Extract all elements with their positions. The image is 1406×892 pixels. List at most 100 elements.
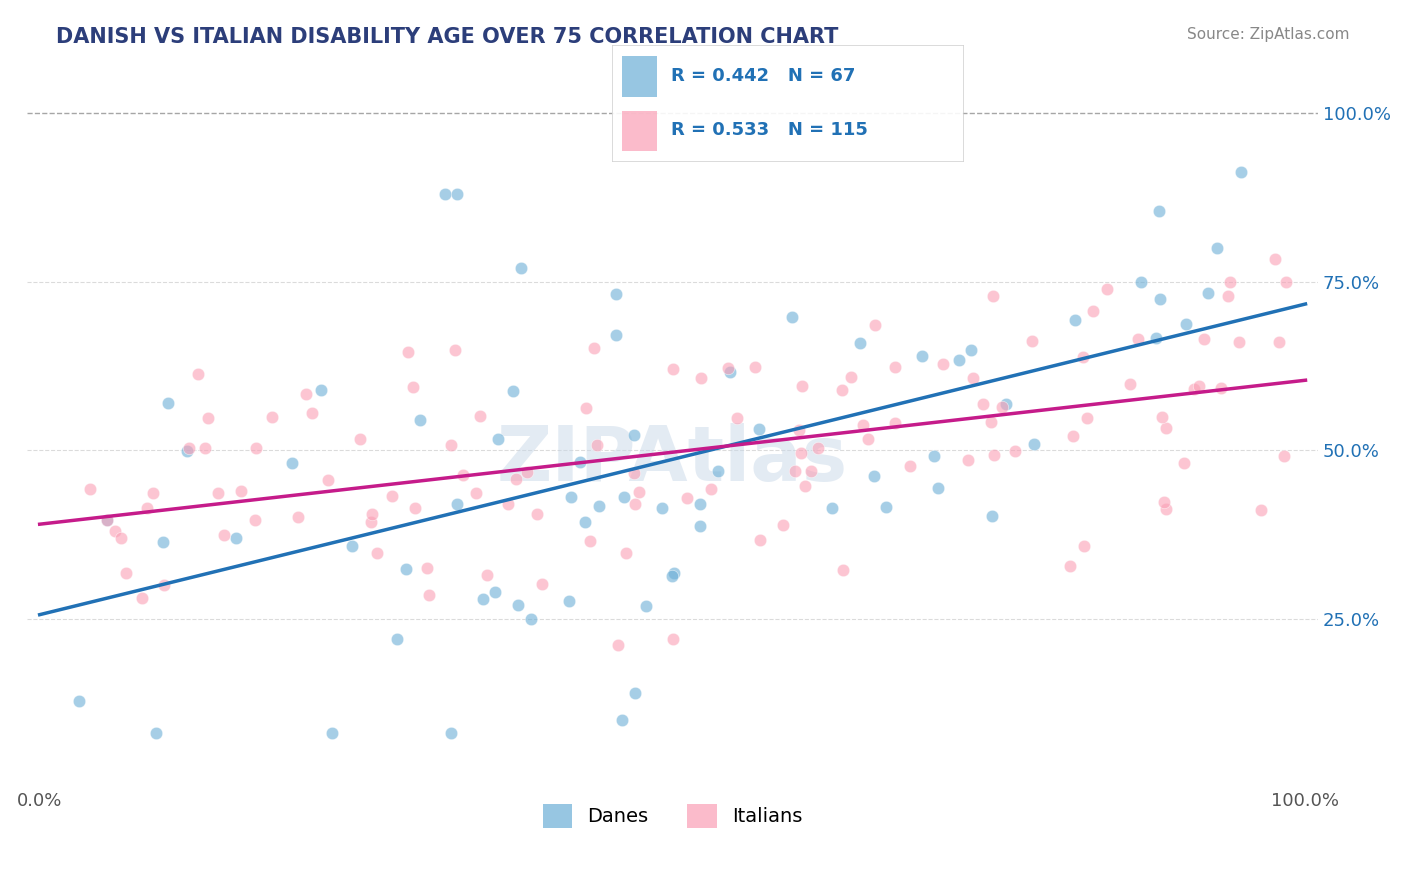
Point <box>509 260 531 275</box>
Point <box>1154 502 1177 516</box>
Point <box>661 569 683 583</box>
Point <box>1004 444 1026 458</box>
Point <box>717 360 740 375</box>
Point <box>772 518 794 533</box>
Point <box>748 422 770 436</box>
Point <box>1144 331 1167 345</box>
Point <box>991 400 1014 414</box>
Point <box>502 384 524 399</box>
Point <box>662 566 685 581</box>
Point <box>983 448 1005 462</box>
Point <box>433 187 456 202</box>
Point <box>486 432 509 446</box>
Point <box>1081 304 1104 318</box>
Point <box>689 497 711 511</box>
Point <box>471 591 494 606</box>
Point <box>1268 334 1291 349</box>
Point <box>366 546 388 560</box>
Point <box>610 713 633 727</box>
Point <box>793 479 815 493</box>
Point <box>440 726 463 740</box>
Point <box>67 693 90 707</box>
Point <box>569 455 592 469</box>
Point <box>516 466 538 480</box>
Point <box>585 438 607 452</box>
Point <box>385 632 408 646</box>
Point <box>883 416 905 430</box>
Point <box>311 383 333 397</box>
Point <box>321 726 343 740</box>
Point <box>1218 275 1240 289</box>
Point <box>994 397 1017 411</box>
Point <box>744 359 766 374</box>
Point <box>661 632 683 646</box>
Point <box>197 410 219 425</box>
Point <box>927 481 949 495</box>
Point <box>225 531 247 545</box>
Point <box>749 533 772 548</box>
Point <box>962 371 984 385</box>
Point <box>865 318 887 332</box>
Point <box>79 482 101 496</box>
Point <box>1192 332 1215 346</box>
Point <box>623 686 645 700</box>
Point <box>1119 377 1142 392</box>
Point <box>948 353 970 368</box>
Point <box>1188 379 1211 393</box>
Point <box>145 726 167 740</box>
Point <box>446 497 468 511</box>
Point <box>959 343 981 358</box>
Point <box>651 500 673 515</box>
Point <box>981 509 1004 524</box>
Point <box>1205 241 1227 255</box>
Point <box>831 383 853 397</box>
Point <box>588 499 610 513</box>
Point <box>862 468 884 483</box>
Point <box>360 507 382 521</box>
Point <box>839 369 862 384</box>
Point <box>1071 350 1094 364</box>
Point <box>875 500 897 515</box>
Point <box>295 387 318 401</box>
Point <box>676 491 699 505</box>
Point <box>613 490 636 504</box>
Point <box>402 380 425 394</box>
Point <box>922 450 945 464</box>
Point <box>1076 410 1098 425</box>
Point <box>404 500 426 515</box>
Point <box>898 458 921 473</box>
Point <box>207 486 229 500</box>
Point <box>558 593 581 607</box>
Point <box>381 489 404 503</box>
Point <box>153 578 176 592</box>
Point <box>1227 334 1250 349</box>
Point <box>1062 429 1084 443</box>
Point <box>176 444 198 458</box>
Point <box>661 362 683 376</box>
Bar <box>621 56 657 97</box>
Point <box>1059 558 1081 573</box>
Point <box>96 513 118 527</box>
Point <box>498 497 520 511</box>
Point <box>505 473 527 487</box>
Point <box>1153 495 1175 509</box>
Point <box>243 513 266 527</box>
Point <box>707 464 730 478</box>
Point <box>972 397 994 411</box>
Point <box>689 519 711 533</box>
Point <box>821 500 844 515</box>
Point <box>114 566 136 580</box>
Point <box>1209 381 1232 395</box>
Point <box>783 464 806 478</box>
Point <box>574 515 596 529</box>
Point <box>1174 318 1197 332</box>
Point <box>212 528 235 542</box>
Point <box>131 591 153 605</box>
Text: DANISH VS ITALIAN DISABILITY AGE OVER 75 CORRELATION CHART: DANISH VS ITALIAN DISABILITY AGE OVER 75… <box>56 27 838 46</box>
Point <box>194 441 217 455</box>
Point <box>262 409 284 424</box>
Point <box>136 500 159 515</box>
Point <box>231 483 253 498</box>
Point <box>614 546 637 560</box>
Point <box>1126 332 1149 346</box>
